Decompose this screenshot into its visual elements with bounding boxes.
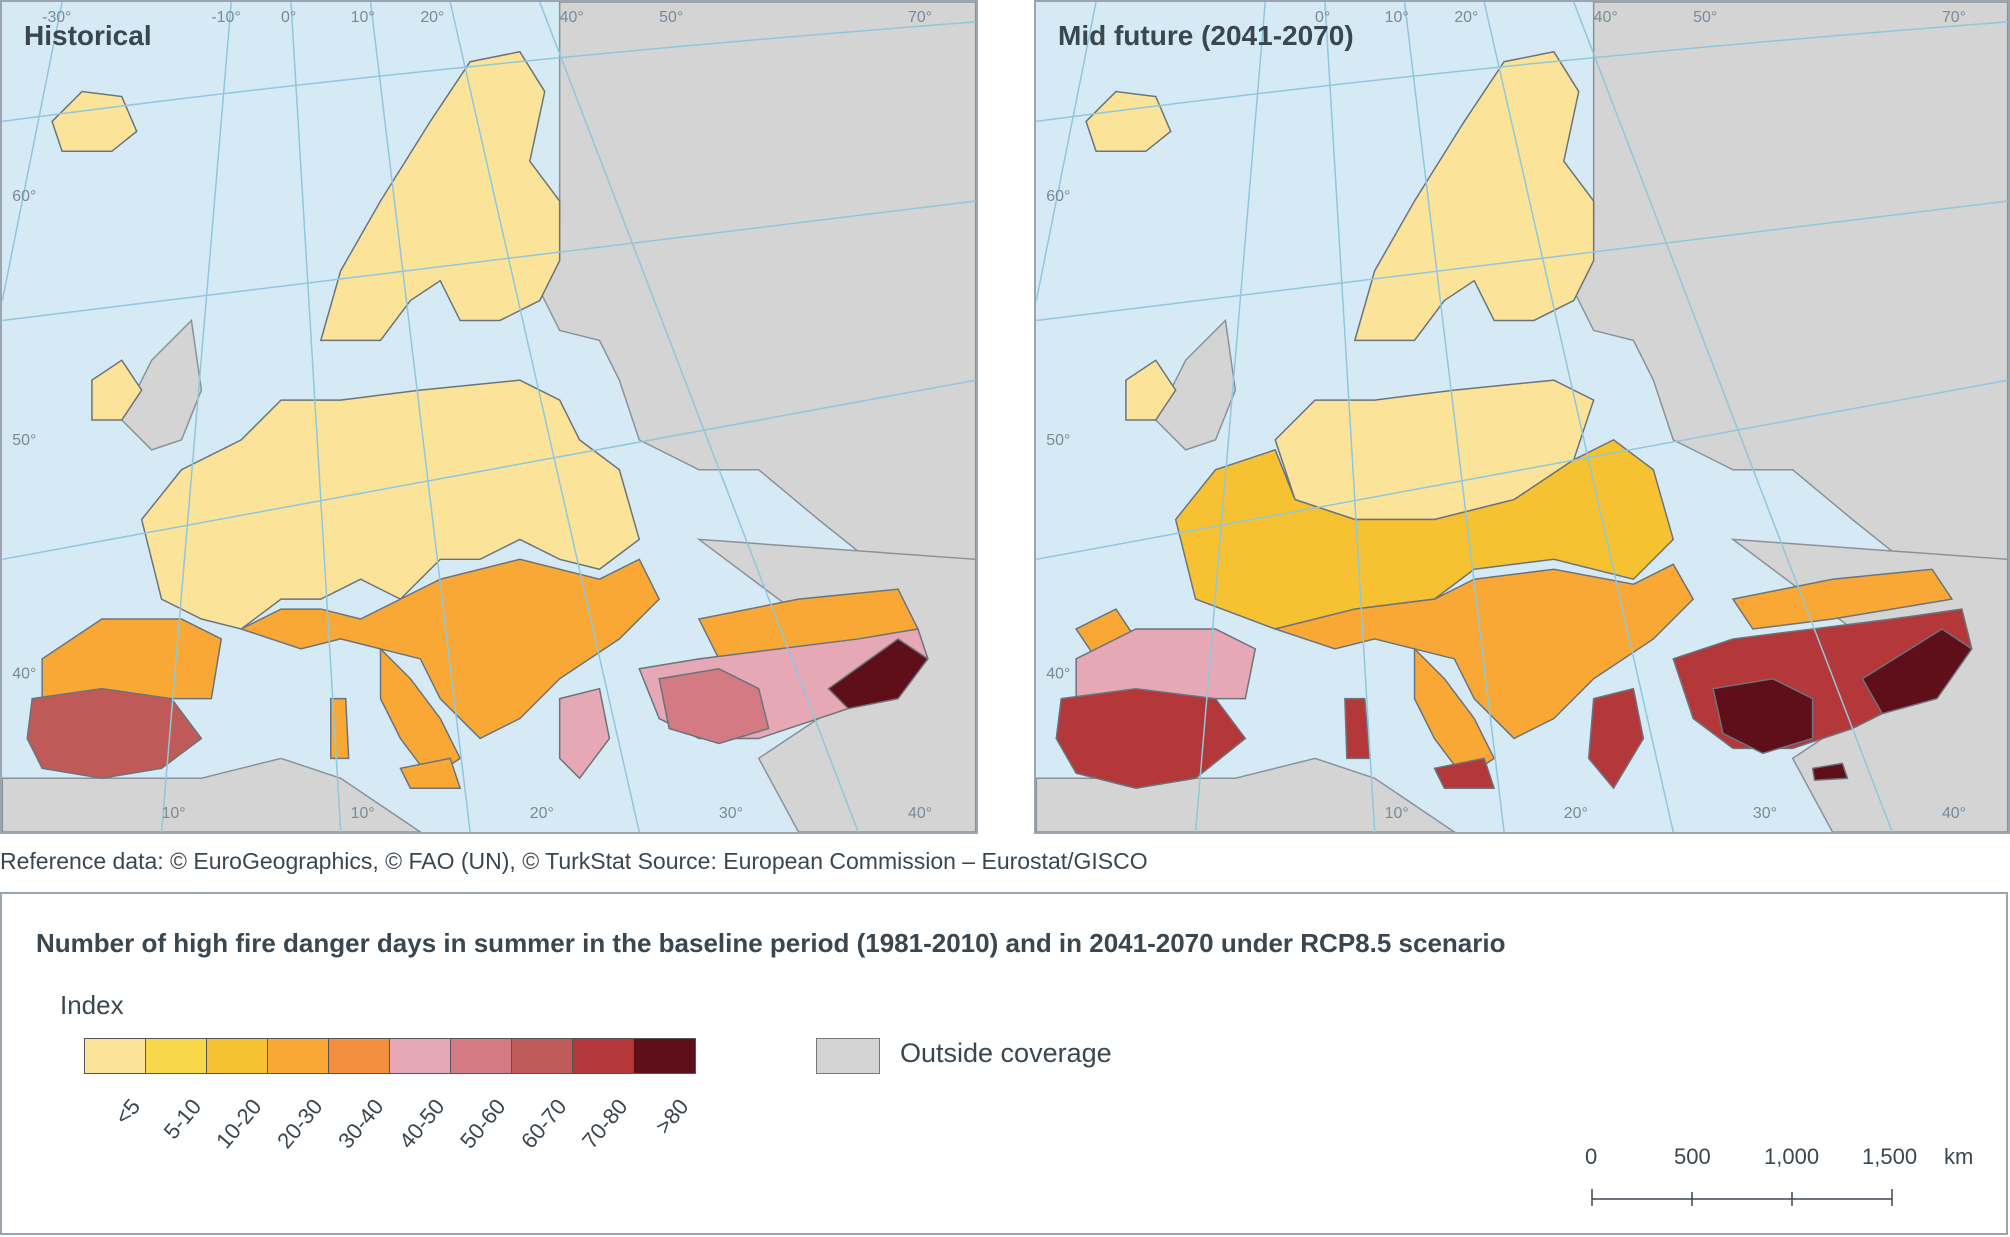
legend-swatch-2 <box>207 1039 268 1073</box>
svg-text:50°: 50° <box>1046 432 1070 449</box>
svg-text:60°: 60° <box>1046 188 1070 205</box>
svg-text:40°: 40° <box>1046 666 1070 683</box>
svg-text:50°: 50° <box>12 432 36 449</box>
svg-text:10°: 10° <box>351 9 375 26</box>
graticule-labels: 0° 10° 20° 40° 50° 70° 60° 50° 40° 10° 20° 30° 4… <box>1046 9 1966 822</box>
svg-text:10°: 10° <box>162 805 186 822</box>
graticule <box>1036 2 2008 832</box>
svg-text:20°: 20° <box>1564 805 1588 822</box>
region-north <box>1085 50 1595 521</box>
legend-class-label-2: 10-20 <box>211 1094 267 1154</box>
svg-text:0°: 0° <box>281 9 296 26</box>
region-iberia <box>1055 687 1645 790</box>
legend-swatch-1 <box>146 1039 207 1073</box>
legend-class-label-1: 5-10 <box>158 1094 206 1144</box>
region-iberia <box>26 687 203 780</box>
svg-text:70°: 70° <box>1942 9 1966 26</box>
map-mid-future: 0° 10° 20° 40° 50° 70° 60° 50° 40° 10° 20° 30° 4… <box>1034 0 2010 834</box>
map-historical-canvas: -30° -10° 0° 10° 20° 40° 50° 70° 60° 50° 40° 10… <box>2 2 976 832</box>
svg-text:60°: 60° <box>12 188 36 205</box>
svg-text:40°: 40° <box>1942 805 1966 822</box>
svg-text:10°: 10° <box>1385 805 1409 822</box>
scale-tick-500: 500 <box>1674 1144 1711 1169</box>
attribution-text: Reference data: © EuroGeographics, © FAO… <box>0 848 1148 874</box>
legend-title: Number of high fire danger days in summe… <box>36 928 1506 958</box>
map-title-historical: Historical <box>24 20 152 51</box>
legend-swatch-8 <box>573 1039 634 1073</box>
legend: Number of high fire danger days in summe… <box>0 892 2008 1235</box>
legend-swatch-6 <box>451 1039 512 1073</box>
legend-swatch-4 <box>329 1039 390 1073</box>
svg-text:0°: 0° <box>1315 9 1330 26</box>
region-south-mid <box>41 558 920 789</box>
svg-text:20°: 20° <box>1454 9 1478 26</box>
svg-text:20°: 20° <box>530 805 554 822</box>
legend-class-label-5: 40-50 <box>394 1094 450 1154</box>
legend-class-label-8: 70-80 <box>577 1094 633 1154</box>
svg-text:70°: 70° <box>908 9 932 26</box>
legend-class-label-6: 50-60 <box>455 1094 511 1154</box>
legend-swatch-0 <box>85 1039 146 1073</box>
map-title-mid-future: Mid future (2041-2070) <box>1058 20 1354 51</box>
svg-text:40°: 40° <box>1594 9 1618 26</box>
scale-unit: km <box>1944 1144 1974 1169</box>
outside-coverage-swatch <box>816 1038 880 1074</box>
svg-text:30°: 30° <box>1753 805 1777 822</box>
svg-text:40°: 40° <box>12 666 36 683</box>
svg-text:50°: 50° <box>659 9 683 26</box>
region-southeast <box>827 638 929 710</box>
outside-coverage-label: Outside coverage <box>900 1038 1112 1068</box>
scale-tick-0: 0 <box>1585 1144 1598 1169</box>
legend-class-label-3: 20-30 <box>272 1094 328 1154</box>
region-anatolia-core <box>658 668 770 745</box>
svg-text:50°: 50° <box>1693 9 1717 26</box>
legend-swatch-9 <box>634 1039 695 1073</box>
svg-text:30°: 30° <box>719 805 743 822</box>
legend-swatch-3 <box>268 1039 329 1073</box>
svg-text:-10°: -10° <box>211 9 240 26</box>
svg-text:40°: 40° <box>908 805 932 822</box>
legend-class-label-4: 30-40 <box>333 1094 389 1154</box>
svg-text:-30°: -30° <box>42 9 71 26</box>
graticule-labels: -30° -10° 0° 10° 20° 40° 50° 70° 60° 50° 40° 10… <box>12 9 932 822</box>
legend-swatch-5 <box>390 1039 451 1073</box>
svg-text:20°: 20° <box>420 9 444 26</box>
region-southeast <box>1712 628 1973 782</box>
legend-class-label-9: >80 <box>650 1094 694 1139</box>
color-ramp <box>84 1038 696 1074</box>
legend-swatch-7 <box>512 1039 573 1073</box>
svg-text:10°: 10° <box>1385 9 1409 26</box>
scale-tick-1000: 1,000 <box>1764 1144 1820 1169</box>
scale-tick-1500: 1,500 <box>1862 1144 1918 1169</box>
legend-index-label: Index <box>60 990 124 1020</box>
svg-text:10°: 10° <box>351 805 375 822</box>
scale-bar: 0 500 1,000 1,500 km <box>1582 1144 2010 1214</box>
legend-class-label-7: 60-70 <box>516 1094 572 1154</box>
map-mid-future-canvas: 0° 10° 20° 40° 50° 70° 60° 50° 40° 10° 20° 30° 4… <box>1036 2 2008 832</box>
region-north <box>51 50 641 630</box>
svg-text:40°: 40° <box>560 9 584 26</box>
scale-bar-line <box>1591 1189 1893 1206</box>
map-historical: -30° -10° 0° 10° 20° 40° 50° 70° 60° 50° 40° 10… <box>0 0 978 834</box>
legend-class-label-0: <5 <box>109 1094 145 1130</box>
